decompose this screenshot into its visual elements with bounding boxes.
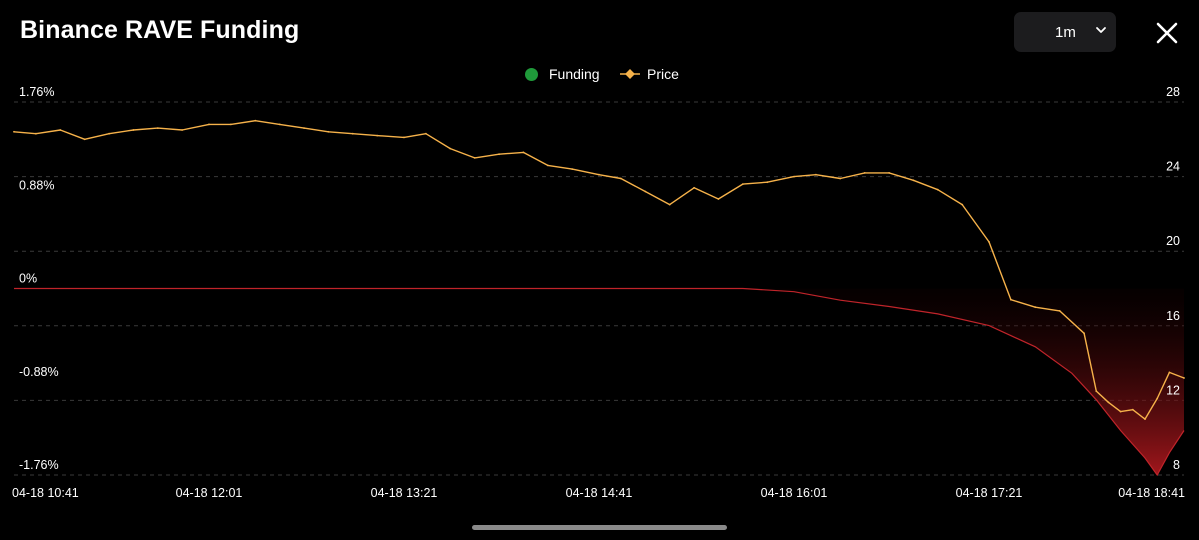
funding-line — [14, 287, 1185, 477]
chevron-down-icon — [1096, 27, 1106, 33]
price-point — [327, 130, 330, 133]
price-point — [35, 132, 37, 135]
y-left-tick-label: 0% — [19, 272, 37, 286]
x-tick-label: 04-18 13:21 — [371, 486, 438, 500]
x-tick-label: 04-18 18:41 — [1118, 486, 1185, 500]
axis-labels: 1.76% 0.88% 0% -0.88% -1.76% 28 24 20 16 12 8 04-18… — [12, 86, 1185, 500]
price-point — [839, 177, 842, 180]
price-point — [59, 129, 62, 131]
y-right-tick-label: 16 — [1166, 309, 1180, 323]
price-point — [351, 132, 354, 135]
legend-label-funding: Funding — [549, 66, 600, 82]
y-right-tick-label: 20 — [1166, 234, 1180, 248]
price-point — [181, 129, 184, 131]
price-point — [598, 173, 600, 176]
price-point — [498, 153, 500, 156]
price-point — [1058, 310, 1061, 312]
price-point — [303, 127, 305, 129]
y-right-tick-label: 8 — [1173, 458, 1180, 472]
price-point — [108, 132, 110, 135]
price-point — [449, 147, 452, 150]
chart-title: Binance RAVE Funding — [20, 16, 300, 44]
legend-item-price[interactable]: Price — [620, 64, 679, 84]
chart-header: Binance RAVE Funding 1m — [0, 0, 1199, 64]
interval-select[interactable]: 1m — [1014, 12, 1116, 52]
price-point — [403, 136, 405, 139]
price-point — [717, 198, 720, 200]
price-point — [571, 168, 574, 170]
y-left-tick-label: 1.76% — [19, 86, 54, 99]
home-indicator[interactable] — [472, 525, 727, 530]
price-point — [693, 186, 695, 189]
price-point — [1156, 397, 1159, 400]
price-point — [1107, 401, 1110, 404]
price-point — [961, 203, 964, 206]
y-right-tick-label: 12 — [1166, 383, 1180, 397]
funding-series — [14, 287, 1185, 477]
legend-item-funding[interactable]: Funding — [525, 64, 600, 84]
funding-area — [14, 288, 1184, 475]
price-point — [156, 127, 159, 129]
price-point — [546, 164, 549, 167]
price-point — [83, 138, 86, 141]
y-left-tick-label: 0.88% — [19, 178, 54, 192]
price-point — [1183, 377, 1185, 379]
price-point — [425, 132, 427, 135]
x-tick-label: 04-18 16:01 — [761, 486, 828, 500]
price-point — [1010, 298, 1012, 301]
price-point — [1095, 390, 1098, 392]
price-point — [230, 123, 232, 126]
price-series — [13, 119, 1185, 420]
price-legend-line-icon — [620, 69, 640, 79]
price-point — [644, 190, 647, 193]
price-point — [1119, 410, 1122, 413]
y-left-tick-label: -1.76% — [19, 458, 59, 472]
grid-lines — [14, 101, 1184, 476]
price-point — [668, 203, 671, 206]
price-point — [278, 123, 281, 126]
close-icon[interactable] — [1148, 14, 1186, 52]
price-point — [208, 123, 210, 126]
price-point — [912, 179, 915, 182]
legend-label-price: Price — [647, 66, 679, 82]
price-point — [132, 129, 135, 131]
price-line — [13, 120, 1185, 420]
price-point — [473, 157, 476, 159]
x-tick-label: 04-18 14:41 — [566, 486, 633, 500]
price-point — [376, 134, 379, 137]
price-point — [888, 172, 890, 174]
x-tick-label: 04-18 10:41 — [12, 486, 79, 500]
price-point — [1131, 408, 1134, 411]
price-point — [522, 151, 525, 154]
price-point — [766, 181, 769, 184]
price-point — [620, 177, 622, 180]
price-point — [1083, 332, 1085, 335]
funding-legend-dot-icon — [525, 67, 538, 81]
price-point — [1034, 306, 1037, 309]
y-right-tick-label: 28 — [1166, 86, 1180, 99]
interval-value: 1m — [1055, 24, 1076, 41]
price-point — [1144, 418, 1146, 420]
price-point — [13, 130, 15, 133]
price-point — [1168, 371, 1171, 374]
x-tick-label: 04-18 17:21 — [956, 486, 1023, 500]
chart-legend: Funding Price — [0, 64, 1199, 86]
price-point — [815, 173, 817, 176]
y-right-tick-label: 24 — [1166, 160, 1180, 174]
funding-price-chart[interactable]: 1.76% 0.88% 0% -0.88% -1.76% 28 24 20 16 12 8 04-18… — [0, 86, 1199, 506]
price-point — [793, 175, 795, 178]
price-point — [741, 183, 744, 185]
price-point — [936, 188, 939, 191]
price-point — [988, 241, 990, 243]
y-left-tick-label: -0.88% — [19, 365, 59, 379]
price-point — [863, 172, 866, 174]
x-tick-label: 04-18 12:01 — [176, 486, 243, 500]
price-point — [254, 119, 257, 122]
